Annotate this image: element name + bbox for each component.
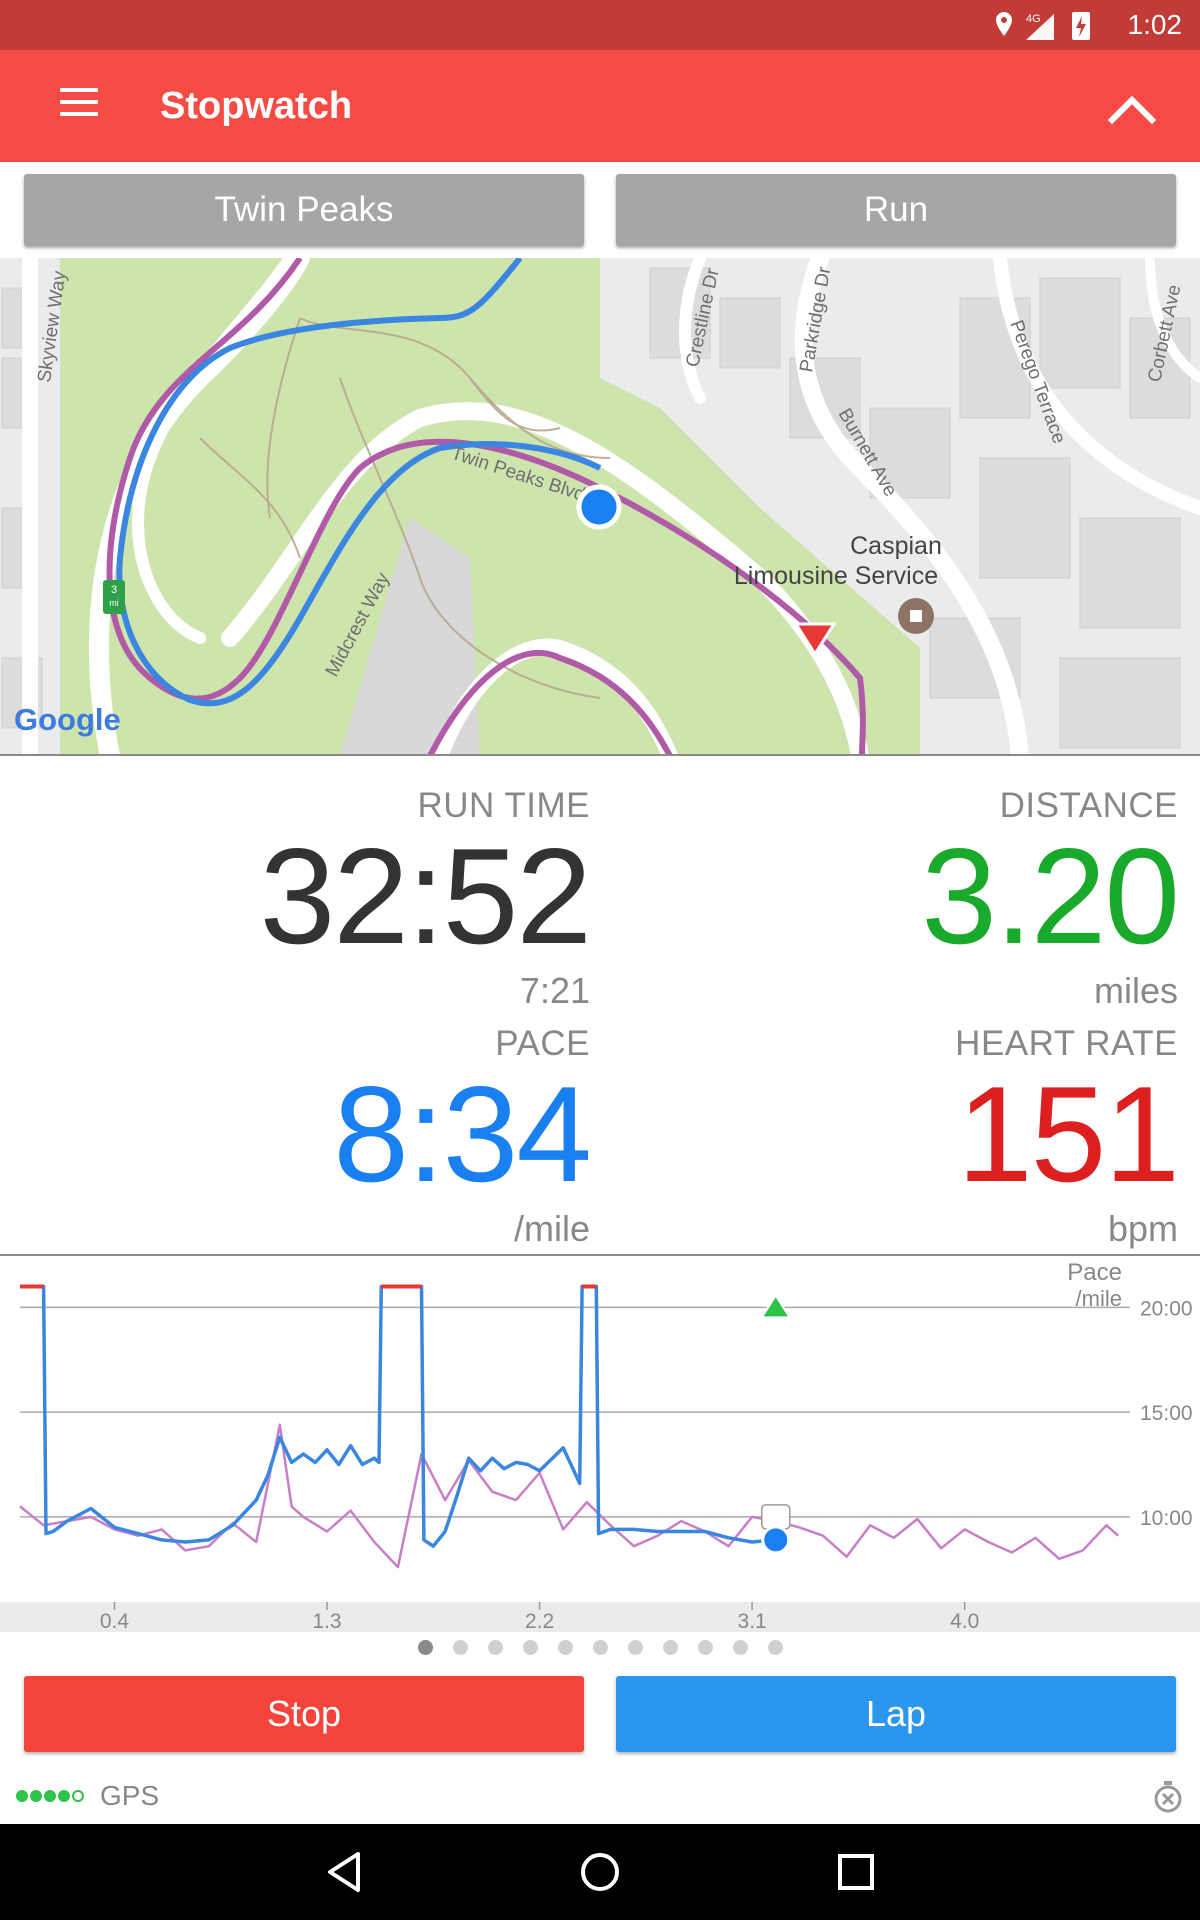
x-axis-band: [0, 1602, 1200, 1632]
app-title: Stopwatch: [160, 85, 353, 127]
status-bar: 4G 1:02: [0, 0, 1200, 50]
y-tick-label: 15:00: [1140, 1402, 1193, 1425]
google-attribution: Google: [14, 702, 121, 737]
gps-signal-dot: [30, 1790, 42, 1802]
y-tick-label: 10:00: [1140, 1507, 1193, 1530]
gps-status-row: GPS: [0, 1776, 1200, 1816]
pace-unit: /mile: [513, 1208, 590, 1249]
page-dot[interactable]: [417, 1640, 433, 1655]
gps-label: GPS: [100, 1780, 160, 1811]
pace-label: PACE: [495, 1024, 590, 1063]
x-tick-label: 1.3: [312, 1610, 341, 1633]
planned-route-line: [106, 258, 866, 754]
page-dot[interactable]: [452, 1640, 468, 1655]
distance-label: DISTANCE: [999, 786, 1178, 825]
lap-button[interactable]: Lap: [616, 1676, 1176, 1752]
page-dot[interactable]: [627, 1640, 643, 1655]
x-tick-label: 4.0: [950, 1610, 979, 1633]
home-circle-icon[interactable]: [574, 1846, 626, 1898]
y-tick-label: 20:00: [1140, 1297, 1193, 1320]
heart-rate-metric[interactable]: HEART RATE 151 bpm: [955, 1024, 1180, 1250]
route-map[interactable]: Skyview Way Crestline Dr Parkridge Dr Bu…: [0, 258, 1200, 756]
poi-name-line1: Caspian: [850, 532, 942, 560]
gps-signal-dots: [16, 1789, 86, 1807]
gps-signal-dot: [16, 1790, 28, 1802]
chart-y-unit: /mile: [1076, 1286, 1122, 1311]
page-dot[interactable]: [662, 1640, 678, 1655]
gps-signal-dot: [58, 1790, 70, 1802]
pace-metric[interactable]: PACE 8:34 /mile: [333, 1024, 592, 1250]
activity-selector-button[interactable]: Run: [616, 174, 1176, 246]
recorded-track-line: [116, 258, 602, 707]
hamburger-menu-icon[interactable]: [60, 88, 98, 116]
gps-signal-dot: [72, 1790, 84, 1802]
heart-rate-value: 151: [957, 1058, 1180, 1210]
signal-icon: [1026, 14, 1054, 40]
x-tick-label: 0.4: [100, 1610, 130, 1633]
lap-flag-icon: [760, 1504, 791, 1530]
chart-current-position-icon: [761, 1525, 791, 1555]
pace-value: 8:34: [333, 1058, 592, 1210]
gps-signal-dot: [44, 1790, 56, 1802]
mile-marker-badge: [103, 580, 125, 614]
page-dot[interactable]: [487, 1640, 503, 1655]
heart-rate-series-line: [19, 1423, 1120, 1569]
run-time-metric[interactable]: RUN TIME 32:52 7:21: [259, 786, 592, 1012]
page-dot[interactable]: [732, 1640, 748, 1655]
status-icons: 4G: [996, 12, 1090, 40]
x-tick-label: 3.1: [738, 1610, 767, 1633]
location-icon: [996, 12, 1012, 36]
pace-series-line: [20, 1284, 776, 1548]
route-selector-button[interactable]: Twin Peaks: [24, 174, 584, 246]
stop-button[interactable]: Stop: [24, 1676, 584, 1752]
distance-value: 3.20: [921, 820, 1180, 972]
x-tick-label: 2.2: [525, 1610, 554, 1633]
current-position-icon: [576, 484, 622, 530]
chevron-up-icon[interactable]: [1104, 88, 1160, 128]
page-indicator: [0, 1640, 1200, 1658]
back-triangle-icon[interactable]: [318, 1846, 370, 1898]
network-type: 4G: [1026, 13, 1041, 25]
page-dot[interactable]: [522, 1640, 538, 1655]
page-dot[interactable]: [767, 1640, 783, 1655]
distance-metric[interactable]: DISTANCE 3.20 miles: [921, 786, 1180, 1012]
run-time-label: RUN TIME: [417, 786, 590, 825]
page-dot[interactable]: [697, 1640, 713, 1655]
pace-chart[interactable]: 20:00 15:00 10:00 0.4 1.3 2.2 3.1 4.0 Pace /mi…: [0, 1254, 1200, 1634]
run-time-value: 32:52: [259, 820, 592, 972]
start-marker-icon: [793, 622, 837, 657]
mile-marker-number: 3: [111, 584, 117, 596]
heart-rate-unit: bpm: [1107, 1208, 1178, 1249]
poi-name-line2: Limousine Service: [734, 562, 938, 590]
page-dot[interactable]: [557, 1640, 573, 1655]
page-dot[interactable]: [592, 1640, 608, 1655]
distance-unit: miles: [1093, 970, 1178, 1011]
chart-y-label: Pace: [1067, 1259, 1122, 1286]
system-nav-bar: [0, 1824, 1200, 1920]
run-time-lap: 7:21: [519, 970, 590, 1011]
stopwatch-cancel-icon[interactable]: [1152, 1780, 1184, 1814]
lap-marker-icon: [759, 1293, 792, 1319]
status-time: 1:02: [1127, 9, 1183, 40]
heart-rate-label: HEART RATE: [955, 1024, 1178, 1063]
mile-marker-unit: mi: [109, 598, 119, 608]
recents-square-icon[interactable]: [830, 1846, 882, 1898]
app-bar: Stopwatch: [0, 50, 1200, 162]
